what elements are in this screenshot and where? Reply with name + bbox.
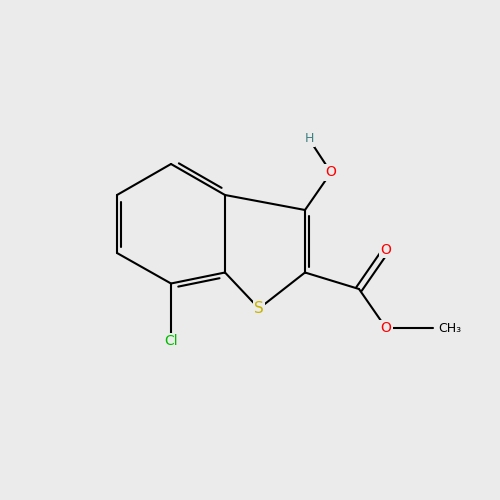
Text: O: O bbox=[380, 321, 392, 335]
Text: Cl: Cl bbox=[164, 334, 178, 348]
Text: S: S bbox=[254, 301, 264, 316]
Text: CH₃: CH₃ bbox=[438, 322, 462, 334]
Text: O: O bbox=[380, 243, 392, 257]
Text: H: H bbox=[304, 132, 314, 145]
Text: O: O bbox=[326, 166, 336, 179]
